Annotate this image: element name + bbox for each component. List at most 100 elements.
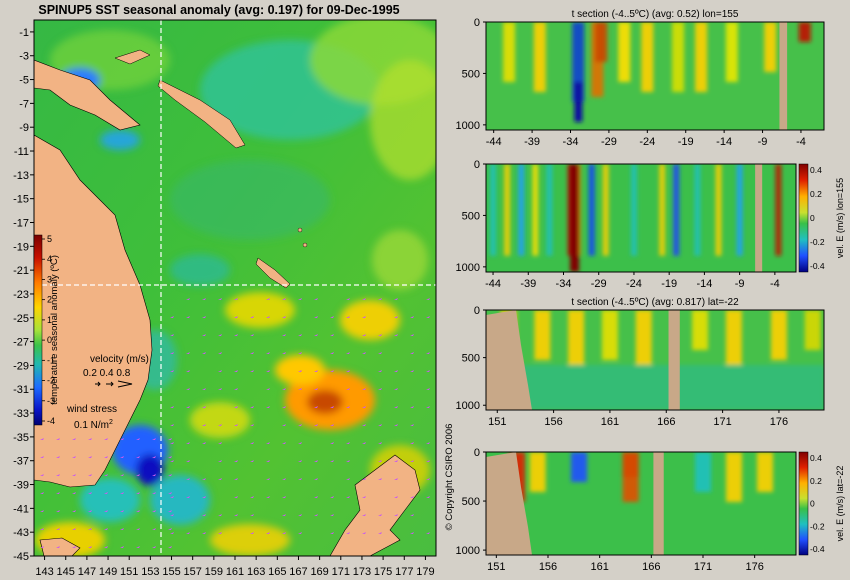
wind-arrow <box>202 442 206 444</box>
lon-tick-label-15: 173 <box>353 566 371 578</box>
wind-arrow <box>218 334 222 336</box>
section-x-tick-0-5: -19 <box>678 136 694 148</box>
wind-arrow <box>346 460 350 462</box>
lon-tick-label-5: 153 <box>141 566 159 578</box>
wind-arrow <box>202 388 206 390</box>
wind-arrow <box>282 298 286 300</box>
section-x-tick-1-7: -9 <box>735 278 745 290</box>
new-zealand-landmass <box>329 454 421 556</box>
wind-arrow <box>186 316 190 318</box>
section-heatmap-2 <box>486 310 824 410</box>
wind-arrow <box>314 478 318 480</box>
wind-arrow <box>250 352 254 354</box>
wind-arrow <box>346 442 350 444</box>
wind-arrow <box>250 496 254 498</box>
wind-arrow <box>314 334 318 336</box>
wind-arrow <box>40 528 44 530</box>
wind-arrow <box>40 456 44 458</box>
wind-arrow <box>168 546 172 548</box>
wind-arrow <box>314 298 318 300</box>
wind-arrow <box>426 478 430 480</box>
wind-arrow <box>136 492 140 494</box>
wind-arrow <box>394 316 398 318</box>
wind-arrow <box>346 298 350 300</box>
wind-arrow <box>330 352 334 354</box>
velocity-legend-scale: 0.2 0.4 0.8 <box>83 368 131 379</box>
wind-arrow <box>394 298 398 300</box>
lat-tick-label-7: -15 <box>13 194 29 206</box>
section-y-tick-1-1: 500 <box>462 210 480 222</box>
lat-tick-label-12: -25 <box>13 313 29 325</box>
wind-arrow <box>104 510 108 512</box>
wind-arrow <box>186 388 190 390</box>
wind-arrow <box>234 370 238 372</box>
wind-arrow <box>394 460 398 462</box>
wind-arrow <box>136 510 140 512</box>
lon-tick-label-13: 169 <box>310 566 328 578</box>
colorbar-tick-0: 5 <box>47 234 52 244</box>
wind-arrow <box>202 406 206 408</box>
wind-arrow <box>378 478 382 480</box>
wind-arrow <box>56 510 60 512</box>
wind-arrow <box>298 460 302 462</box>
wind-stress-arrows <box>40 298 430 548</box>
lat-tick-label-8: -17 <box>13 217 29 229</box>
section-y-tick-3-0: 0 <box>474 447 480 459</box>
wind-arrow <box>314 388 318 390</box>
colorbar-tick-4: 1 <box>47 315 52 325</box>
wind-arrow <box>298 424 302 426</box>
section-x-tick-1-0: -44 <box>485 278 501 290</box>
lon-tick-label-11: 165 <box>268 566 286 578</box>
lat-tick-label-10: -21 <box>13 265 29 277</box>
wind-arrow <box>282 442 286 444</box>
wind-arrow <box>168 438 172 440</box>
wind-arrow <box>202 316 206 318</box>
wind-arrow <box>170 370 174 372</box>
section-x-tick-2-4: 171 <box>713 416 731 428</box>
wind-arrow <box>314 316 318 318</box>
wind-arrow <box>410 532 414 534</box>
section-x-tick-2-5: 176 <box>770 416 788 428</box>
wind-arrow <box>88 438 92 440</box>
lat-tick-label-15: -31 <box>13 384 29 396</box>
velocity-cb-tick-1-1: 0.2 <box>810 189 822 199</box>
lon-tick-label-0: 143 <box>35 566 53 578</box>
lat-tick-label-0: -1 <box>19 27 29 39</box>
australia-landmass <box>34 134 153 488</box>
wind-arrow <box>330 334 334 336</box>
wind-arrow <box>72 492 76 494</box>
wind-arrow <box>298 352 302 354</box>
wind-arrow <box>266 352 270 354</box>
section-x-tick-2-3: 166 <box>657 416 675 428</box>
section-heatmap-0 <box>486 22 824 130</box>
section-x-tick-1-4: -24 <box>626 278 642 290</box>
section-panel-2: t section (-4..5ºC) (avg: 0.817) lat=-22… <box>456 297 825 428</box>
wind-arrow <box>346 316 350 318</box>
wind-arrow <box>330 442 334 444</box>
wind-arrow <box>40 546 44 548</box>
wind-arrow <box>266 478 270 480</box>
wind-arrow <box>234 478 238 480</box>
wind-arrow <box>298 298 302 300</box>
lat-tick-label-11: -23 <box>13 289 29 301</box>
velocity-colorbar-3 <box>798 451 809 556</box>
wind-arrow <box>362 532 366 534</box>
section-y-tick-3-1: 500 <box>462 496 480 508</box>
velocity-cb-tick-3-1: 0.2 <box>810 476 822 486</box>
wind-arrow <box>426 532 430 534</box>
wind-arrow <box>170 406 174 408</box>
wind-arrow <box>56 438 60 440</box>
wind-arrow <box>56 528 60 530</box>
wind-arrow <box>282 316 286 318</box>
wind-arrow <box>410 316 414 318</box>
wind-arrow <box>168 456 172 458</box>
wind-arrow <box>250 424 254 426</box>
wind-arrow <box>136 438 140 440</box>
velocity-cb-tick-3-2: 0 <box>810 499 815 509</box>
wind-arrow <box>202 532 206 534</box>
section-y-tick-0-0: 0 <box>474 17 480 29</box>
wind-arrow <box>136 528 140 530</box>
wind-arrow <box>362 334 366 336</box>
section-x-tick-1-5: -19 <box>661 278 677 290</box>
wind-arrow <box>314 460 318 462</box>
